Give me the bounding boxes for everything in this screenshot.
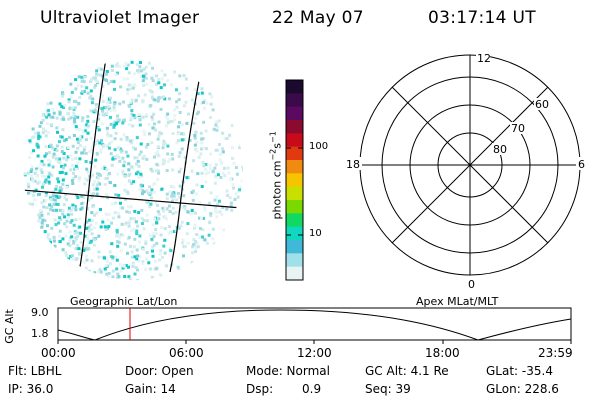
ip-info: IP: 36.0	[8, 382, 54, 396]
altitude-plot	[57, 307, 572, 344]
time-label: 03:17:14 UT	[428, 8, 536, 28]
colorbar	[285, 79, 304, 281]
colorbar-segment	[286, 106, 303, 121]
uv-emission-speckles	[23, 60, 243, 280]
altitude-curve	[57, 309, 572, 341]
altitude-frame	[57, 307, 572, 341]
colorbar-segment	[286, 240, 303, 254]
colorbar-segment	[286, 80, 303, 94]
gain-info: Gain: 14	[125, 382, 176, 396]
polar-ring-label-70: 70	[511, 122, 525, 135]
polar-label-top: 12	[477, 52, 491, 65]
colorbar-label: photon cm−2s−1	[268, 131, 284, 220]
filter-info: Flt: LBHL	[8, 364, 62, 378]
glat-info: GLat: -35.4	[486, 364, 553, 378]
app-title: Ultraviolet Imager	[40, 8, 200, 28]
polar-label-right: 6	[578, 158, 585, 171]
altitude-tick-1-8: 1.8	[31, 327, 49, 340]
colorbar-tick-10: 10	[309, 228, 322, 239]
latitude-line	[23, 189, 243, 209]
glon-info: GLon: 228.6	[486, 382, 559, 396]
x-tick-12: 12:00	[297, 346, 332, 360]
polar-ring-label-60: 60	[535, 98, 549, 111]
polar-diagonal-2	[391, 86, 549, 244]
meridian-line-right	[169, 60, 204, 273]
colorbar-segment	[286, 213, 303, 228]
colorbar-segment	[286, 200, 303, 214]
altitude-tick-9: 9.0	[31, 306, 49, 319]
colorbar-gradient	[286, 80, 303, 281]
colorbar-segment	[286, 146, 303, 161]
colorbar-segment	[286, 133, 303, 148]
geographic-grid-lines	[23, 60, 243, 279]
colorbar-segment	[286, 160, 303, 174]
altitude-axis-label: GC Alt	[2, 309, 16, 344]
door-info: Door: Open	[125, 364, 194, 378]
polar-label-bottom: 0	[468, 278, 475, 291]
seq-info: Seq: 39	[365, 382, 411, 396]
x-tick-00: 00:00	[41, 346, 76, 360]
colorbar-segment	[286, 120, 303, 134]
colorbar-ticks	[286, 147, 303, 236]
date-label: 22 May 07	[272, 8, 364, 28]
gc-alt-info: GC Alt: 4.1 Re	[365, 364, 449, 378]
x-tick-2359: 23:59	[538, 346, 573, 360]
x-axis-ticks	[57, 340, 572, 344]
polar-plot: 12 18 6 0 60 70 80	[344, 52, 588, 291]
colorbar-segment	[286, 253, 303, 268]
dsp-label: Dsp:	[246, 382, 274, 396]
colorbar-tick-100: 100	[309, 141, 329, 152]
apex-label: Apex MLat/MLT	[416, 295, 499, 308]
colorbar-segment	[286, 93, 303, 108]
x-tick-06: 06:00	[169, 346, 204, 360]
polar-label-left: 18	[346, 158, 360, 171]
colorbar-segment	[286, 226, 303, 241]
meridian-line-left	[77, 60, 107, 279]
mode-info: Mode: Normal	[246, 364, 330, 378]
colorbar-segment	[286, 266, 303, 281]
colorbar-frame	[285, 79, 304, 281]
colorbar-segment	[286, 173, 303, 188]
colorbar-segment	[286, 186, 303, 201]
x-tick-18: 18:00	[425, 346, 460, 360]
geographic-label: Geographic Lat/Lon	[70, 295, 178, 308]
polar-ring-label-80: 80	[493, 143, 507, 156]
dsp-value: 0.9	[302, 382, 322, 396]
